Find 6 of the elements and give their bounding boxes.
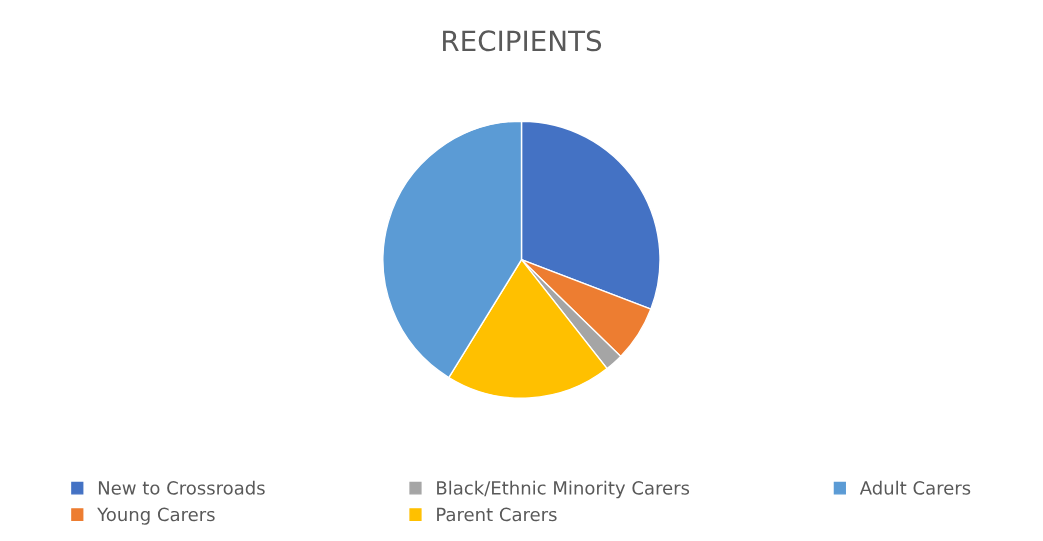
legend-label: New to Crossroads [98, 480, 265, 495]
legend-label: Parent Carers [437, 507, 557, 522]
chart-title: RECIPIENTS [443, 30, 602, 52]
legend-label: Adult Carers [859, 480, 971, 495]
legend-label: Black/Ethnic Minority Carers [437, 480, 690, 499]
legend-label: Young Carers [97, 507, 215, 525]
